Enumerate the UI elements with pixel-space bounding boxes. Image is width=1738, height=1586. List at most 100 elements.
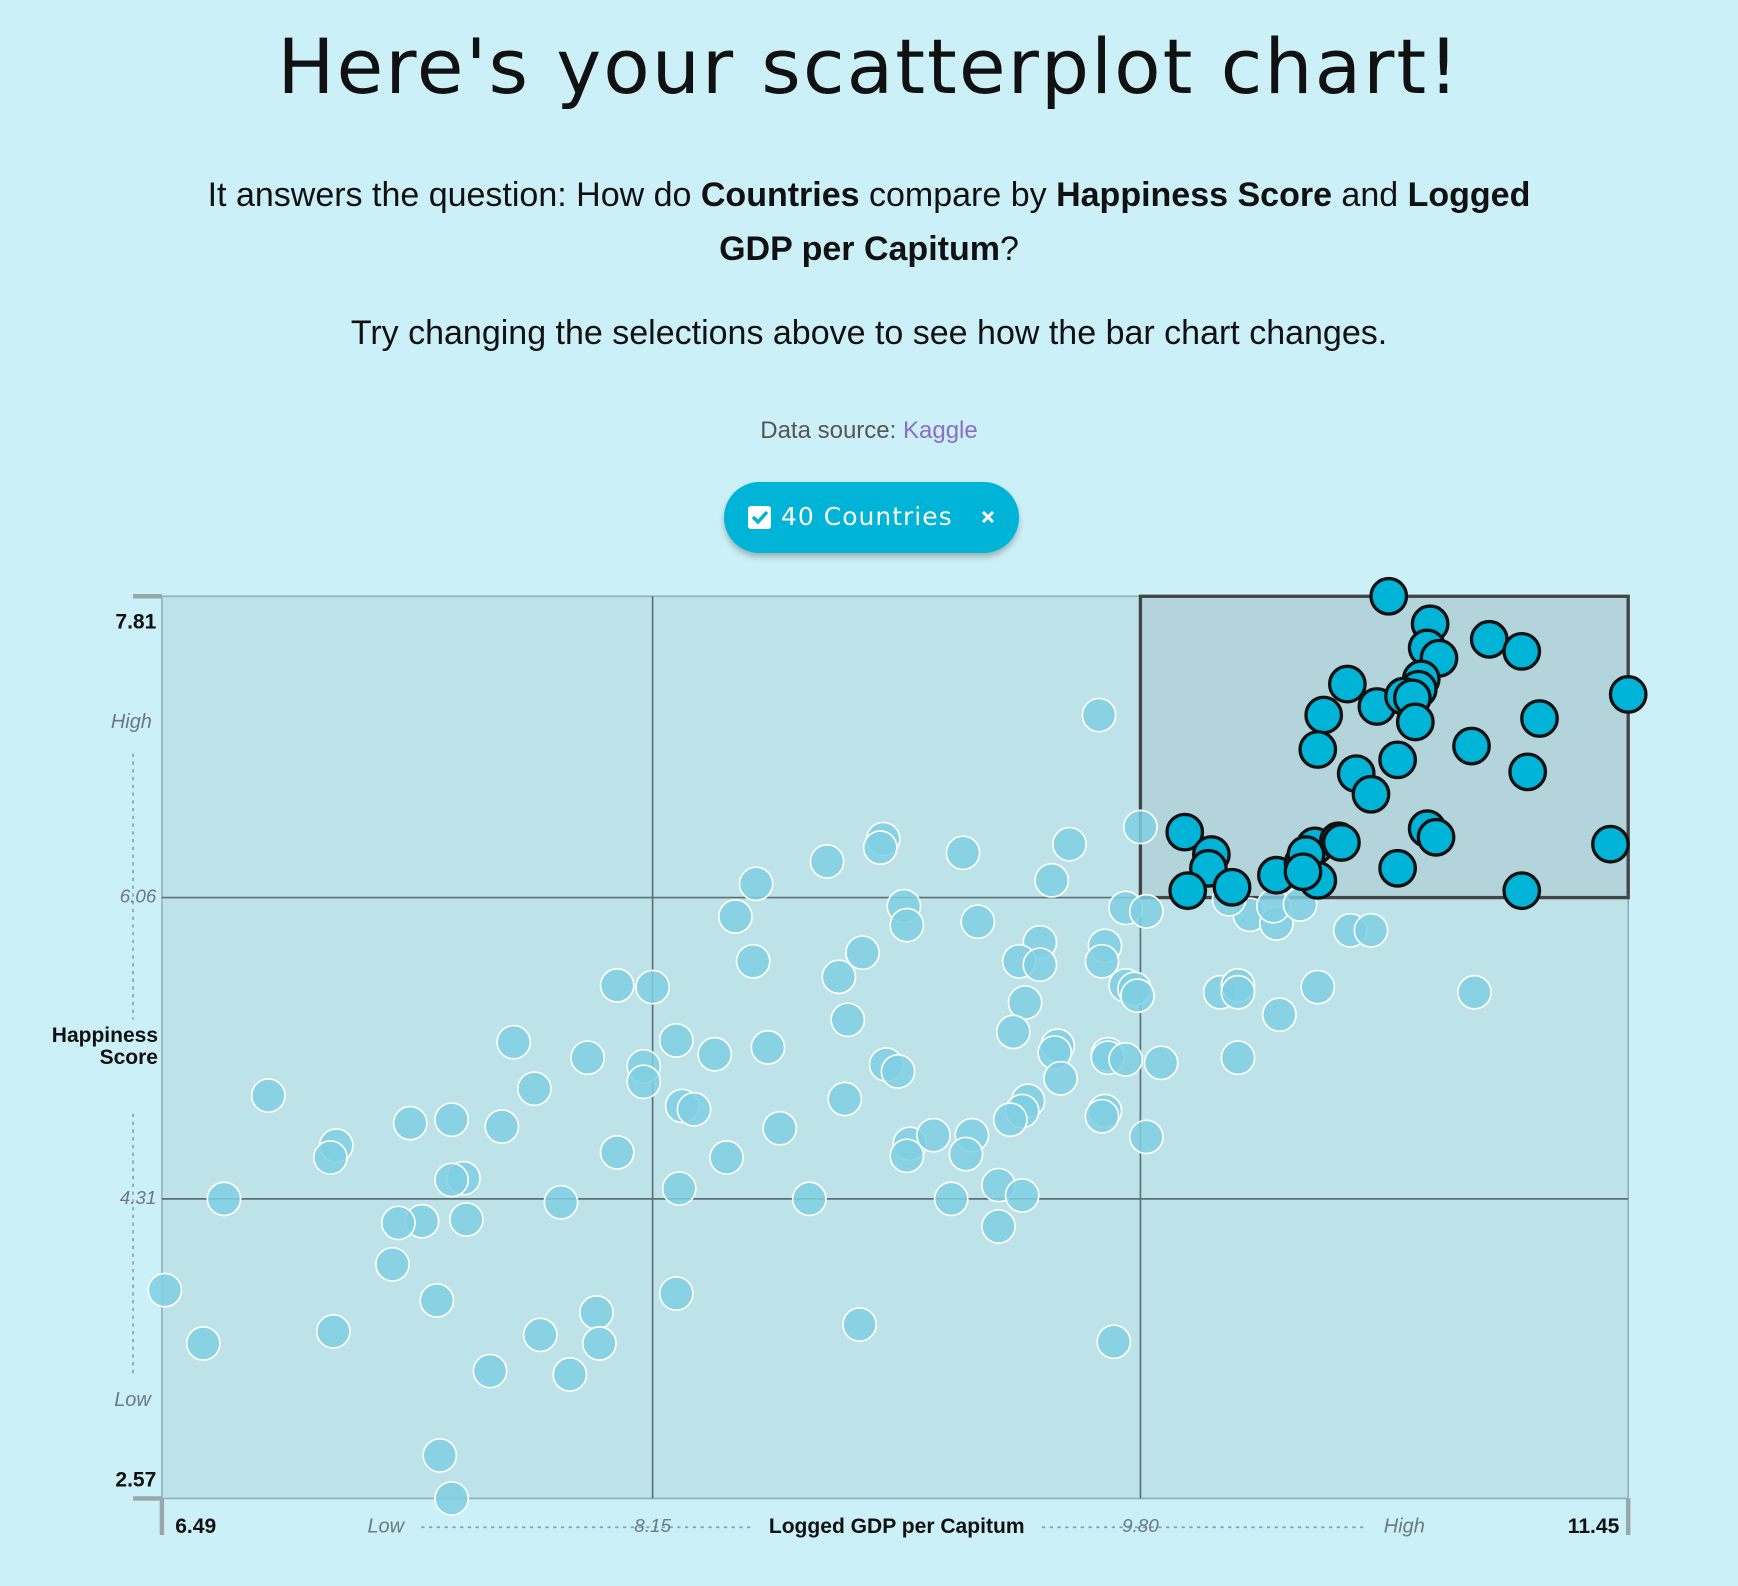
selected-point: [1416, 817, 1456, 857]
selected-point: [1591, 824, 1630, 864]
point: [1007, 985, 1043, 1021]
axis-guides: [132, 753, 1364, 1529]
point: [315, 1313, 351, 1349]
question: It answers the question: How do Countrie…: [180, 168, 1558, 276]
point: [735, 943, 771, 979]
point: [1004, 1177, 1040, 1213]
point: [422, 1437, 458, 1473]
point: [697, 1036, 733, 1072]
point: [581, 1326, 617, 1361]
point: [1084, 943, 1120, 979]
point: [1128, 893, 1164, 929]
point: [579, 1295, 614, 1330]
point: [1096, 1324, 1132, 1360]
point: [185, 1326, 221, 1361]
point: [1353, 912, 1389, 948]
point: [626, 1064, 662, 1100]
selected-point: [1395, 702, 1435, 742]
point: [434, 1102, 470, 1138]
point: [676, 1091, 712, 1127]
source-label: Data source:: [760, 417, 897, 444]
source-link[interactable]: Kaggle: [903, 417, 978, 444]
point: [250, 1078, 286, 1114]
selected-point: [1608, 675, 1648, 714]
point: [1081, 697, 1117, 733]
point: [981, 1208, 1016, 1244]
selected-point: [1168, 871, 1208, 911]
point: [995, 1014, 1031, 1050]
point: [1261, 997, 1297, 1033]
point: [709, 1140, 744, 1176]
point: [484, 1109, 520, 1145]
point: [738, 866, 774, 902]
point: [570, 1040, 606, 1076]
x-high-label: High: [1384, 1516, 1425, 1538]
point: [1120, 978, 1155, 1014]
source: Data source: Kaggle: [0, 417, 1738, 445]
selected-point: [1322, 823, 1361, 862]
point: [658, 1276, 694, 1312]
point: [1143, 1045, 1179, 1081]
point: [543, 1184, 579, 1220]
point: [945, 835, 981, 871]
filter-badge[interactable]: 40 Countries: [724, 482, 1019, 553]
point: [472, 1353, 508, 1389]
x-low-label: Low: [367, 1516, 405, 1538]
point: [1128, 1119, 1164, 1155]
point: [1108, 1041, 1144, 1077]
point: [419, 1282, 455, 1318]
point: [821, 959, 857, 995]
selected-point: [1452, 726, 1491, 766]
point: [842, 1307, 878, 1343]
note: Try changing the selections above to see…: [350, 314, 1388, 352]
point: [862, 830, 898, 866]
close-icon[interactable]: [981, 510, 995, 524]
point: [496, 1024, 532, 1060]
selected-point: [1502, 871, 1542, 911]
y-tick-label: 7.81: [115, 610, 156, 633]
page-title: Here's your scatterplot chart!: [277, 22, 1461, 111]
point: [809, 843, 845, 879]
x-tick-label: 8.15: [634, 1515, 671, 1536]
selected-point: [1212, 867, 1252, 907]
x-tick-label: 11.45: [1568, 1515, 1620, 1538]
selected-point: [1351, 774, 1391, 814]
selected-point: [1327, 664, 1367, 704]
point: [933, 1181, 969, 1217]
x-tick-label: 6.49: [175, 1515, 216, 1538]
selected-point: [1378, 848, 1418, 888]
point: [635, 969, 671, 1005]
point: [1052, 826, 1087, 862]
point: [1034, 862, 1070, 898]
point: [1457, 974, 1492, 1010]
question-term: Happiness Score: [1056, 176, 1332, 214]
selected-point: [1469, 619, 1509, 659]
point: [762, 1110, 798, 1146]
badge-label: 40 Countries: [781, 502, 953, 531]
point: [880, 1054, 916, 1089]
selected-point: [1502, 631, 1542, 671]
point: [147, 1272, 183, 1308]
question-term: Countries: [700, 176, 860, 214]
question-text: ?: [999, 230, 1019, 268]
point: [448, 1202, 484, 1237]
point: [1022, 947, 1058, 983]
point: [889, 907, 925, 943]
point: [206, 1181, 242, 1217]
question-text: compare by: [859, 176, 1057, 214]
point: [1220, 1040, 1256, 1076]
point: [1122, 809, 1158, 845]
point: [380, 1205, 416, 1241]
y-low-label: Low: [114, 1389, 152, 1411]
point: [552, 1357, 588, 1392]
selected-point: [1378, 740, 1418, 780]
point: [845, 935, 880, 971]
y-tick-label: 6.06: [120, 886, 157, 907]
selected-point: [1508, 752, 1548, 792]
selected-point: [1369, 576, 1409, 616]
x-axis-label: Logged GDP per Capitum: [769, 1515, 1025, 1538]
point: [889, 1138, 925, 1174]
point: [599, 1134, 635, 1170]
